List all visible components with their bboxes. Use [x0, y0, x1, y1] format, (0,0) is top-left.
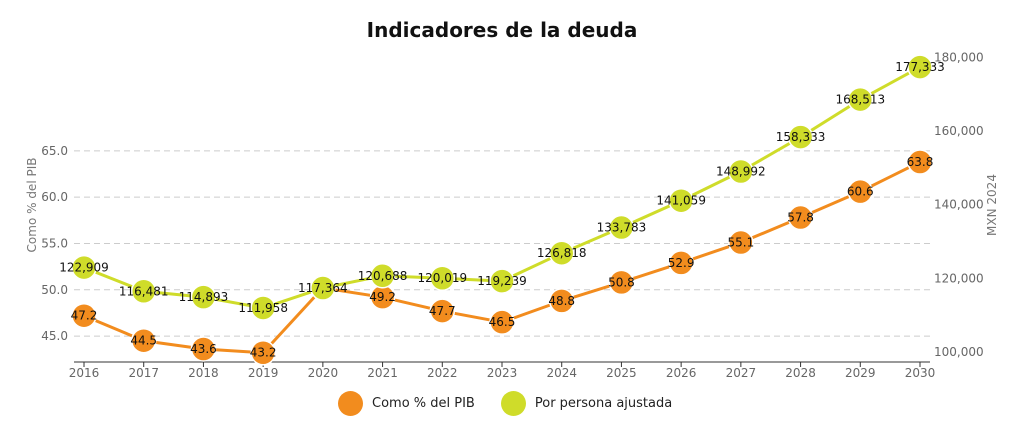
data-point-0: [608, 269, 635, 296]
data-label-1: 148,992: [716, 165, 766, 179]
data-point-1: [907, 54, 933, 80]
x-tick-label: 2022: [427, 366, 458, 380]
data-label-0: 44.5: [130, 334, 157, 348]
legend-marker-pib: [338, 391, 363, 416]
x-tick-label: 2028: [785, 366, 816, 380]
x-tick-label: 2021: [367, 366, 398, 380]
data-point-1: [548, 240, 575, 266]
x-tick-label: 2026: [666, 366, 697, 380]
data-label-0: 47.7: [429, 304, 456, 318]
x-tick-label: 2020: [308, 366, 339, 380]
data-label-0: 48.8: [548, 294, 575, 308]
left-tick-label: 55.0: [41, 236, 68, 250]
left-tick-label: 50.0: [41, 283, 68, 297]
data-point-0: [489, 309, 515, 335]
left-tick-label: 60.0: [41, 190, 68, 204]
data-label-1: 120,688: [358, 269, 408, 283]
data-label-1: 111,958: [238, 301, 288, 315]
right-tick-label: 140,000: [934, 198, 984, 212]
right-tick-label: 100,000: [934, 345, 984, 359]
data-point-0: [907, 149, 933, 175]
right-axis-title: MXN 2024: [985, 174, 999, 236]
right-tick-label: 180,000: [934, 50, 984, 64]
x-tick-label: 2029: [845, 366, 876, 380]
data-label-1: 133,783: [597, 221, 647, 235]
left-tick-label: 65.0: [41, 144, 68, 158]
data-point-1: [847, 86, 874, 113]
x-tick-label: 2025: [606, 366, 637, 380]
data-label-0: 55.1: [727, 236, 754, 250]
data-point-0: [787, 204, 814, 231]
data-label-0: 63.8: [907, 155, 934, 169]
data-point-0: [250, 339, 276, 366]
data-point-1: [728, 158, 754, 185]
data-label-1: 158,333: [776, 130, 826, 144]
data-label-0: 52.9: [668, 256, 695, 270]
data-label-1: 141,059: [656, 194, 706, 208]
data-point-1: [429, 265, 456, 291]
data-label-0: 50.8: [608, 275, 635, 289]
data-point-0: [190, 336, 217, 362]
data-label-0: 43.6: [190, 342, 217, 356]
x-tick-label: 2024: [546, 366, 577, 380]
data-label-0: 47.2: [71, 309, 98, 323]
data-label-1: 120,019: [417, 271, 467, 285]
x-tick-label: 2018: [188, 366, 219, 380]
data-point-0: [548, 288, 575, 314]
data-point-0: [847, 178, 874, 205]
right-tick-label: 160,000: [934, 124, 984, 138]
data-point-1: [608, 214, 635, 241]
x-tick-label: 2016: [69, 366, 100, 380]
chart-title: Indicadores de la deuda: [366, 18, 638, 42]
data-point-0: [668, 250, 694, 276]
data-point-1: [369, 263, 396, 289]
data-label-0: 46.5: [489, 315, 516, 329]
left-axis-title: Como % del PIB: [25, 158, 39, 253]
right-tick-label: 120,000: [934, 271, 984, 285]
legend-item-per-capita[interactable]: Por persona ajustada: [500, 391, 673, 416]
data-point-1: [250, 295, 276, 321]
left-tick-label: 45.0: [41, 329, 68, 343]
data-label-1: 168,513: [835, 93, 885, 107]
x-tick-label: 2019: [248, 366, 279, 380]
x-tick-label: 2023: [487, 366, 518, 380]
data-label-1: 119,239: [477, 274, 527, 288]
data-label-1: 114,893: [179, 290, 229, 304]
data-point-1: [668, 187, 694, 214]
data-label-1: 117,364: [298, 281, 348, 295]
data-point-0: [429, 298, 456, 324]
legend-item-pib[interactable]: Como % del PIB: [338, 391, 475, 416]
data-point-1: [71, 254, 97, 281]
x-tick-label: 2027: [726, 366, 757, 380]
data-label-0: 60.6: [847, 185, 874, 199]
data-point-1: [310, 275, 336, 301]
data-label-0: 43.2: [250, 346, 277, 360]
data-point-0: [130, 327, 157, 354]
x-tick-label: 2030: [905, 366, 936, 380]
data-label-0: 57.8: [787, 211, 814, 225]
data-label-1: 126,818: [537, 246, 587, 260]
data-point-1: [787, 124, 814, 150]
legend-marker-per-capita: [500, 391, 526, 416]
data-label-0: 49.2: [369, 290, 396, 304]
data-point-0: [728, 229, 754, 256]
legend-label-per-capita: Por persona ajustada: [534, 396, 673, 411]
data-point-0: [71, 302, 97, 329]
chart-legend: Como % del PIB Por persona ajustada: [338, 391, 698, 416]
data-point-1: [130, 278, 157, 305]
data-point-1: [190, 284, 217, 310]
x-tick-label: 2017: [128, 366, 159, 380]
data-label-1: 116,481: [119, 284, 169, 298]
data-point-1: [489, 268, 515, 294]
data-label-1: 122,909: [59, 261, 109, 275]
data-label-1: 177,333: [895, 60, 945, 74]
legend-label-pib: Como % del PIB: [372, 396, 475, 411]
